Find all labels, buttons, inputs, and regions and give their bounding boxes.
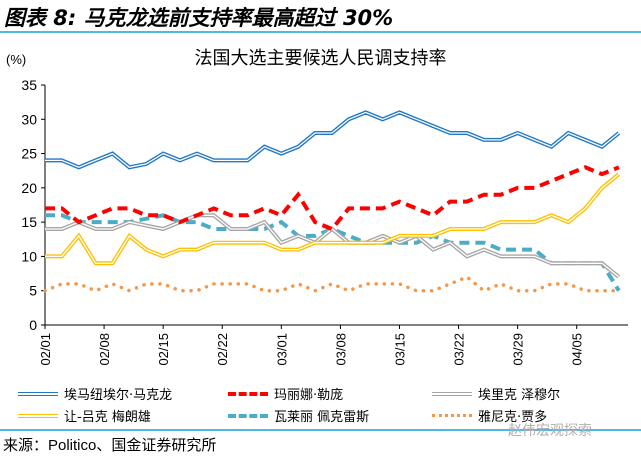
legend-item: 雅尼克·贾多 [432,406,547,425]
line-chart: 0 5 10 15 20 25 30 35 02/01 02/08 02/15 02/22 03/01 0… [21,77,628,366]
legend-swatch [18,391,58,396]
legend-swatch [432,414,472,417]
y-tick-label: 10 [21,248,37,264]
x-tick-label: 03/08 [333,333,348,366]
legend-label: 玛丽娜·勒庞 [274,388,344,403]
x-tick-label: 03/15 [392,333,407,366]
y-tick-label: 35 [21,77,37,93]
series-line-inner [45,173,620,264]
y-axis-unit: (%) [6,52,27,67]
legend-swatch [228,413,268,418]
legend-swatch [228,391,268,396]
y-tick-label: 0 [29,317,37,333]
legend-label: 让-吕克 梅朗雄 [64,410,151,425]
y-tick-label: 30 [21,111,37,127]
y-tick-label: 5 [29,283,37,299]
legend-item: 让-吕克 梅朗雄 [18,406,151,425]
x-tick-label: 03/22 [452,333,467,366]
legend-label: 埃里克 泽穆尔 [478,388,561,403]
legend-item: 瓦莱丽 佩克雷斯 [228,406,369,425]
legend-item: 玛丽娜·勒庞 [228,384,343,403]
y-tick-label: 15 [21,214,37,230]
legend-swatch [18,413,58,418]
legend-label: 瓦莱丽 佩克雷斯 [274,410,370,425]
series-line [43,274,621,293]
x-tick-label: 04/05 [570,333,585,366]
x-tick-label: 03/29 [511,333,526,366]
watermark: 赵伟宏观探索 [508,423,592,439]
y-tick-label: 20 [21,180,37,196]
legend-item: 埃里克 泽穆尔 [432,384,560,403]
legend-label: 雅尼克·贾多 [478,410,548,425]
x-tick-label: 02/22 [215,333,230,366]
top-divider [0,31,641,33]
y-tick-label: 25 [21,146,37,162]
x-tick-label: 02/01 [38,333,53,366]
legend-label: 埃马纽埃尔·马克龙 [64,388,173,403]
legend-swatch [432,391,472,396]
series-line-inner [45,214,620,278]
source-note: 来源：Politico、国金证券研究所 [3,437,217,454]
x-tick-label: 02/08 [97,333,112,366]
legend-item: 埃马纽埃尔·马克龙 [18,384,172,403]
series-line [45,165,620,232]
x-tick-label: 03/01 [274,333,289,366]
bottom-divider [0,429,641,431]
series-line-outer [45,213,621,279]
x-tick-label: 02/15 [156,333,171,366]
series-line-inner [45,111,620,169]
figure-title: 图表 8: 马克龙选前支持率最高超过 30% [4,6,394,30]
chart-title: 法国大选主要候选人民调支持率 [194,48,447,69]
series-line [45,213,621,292]
